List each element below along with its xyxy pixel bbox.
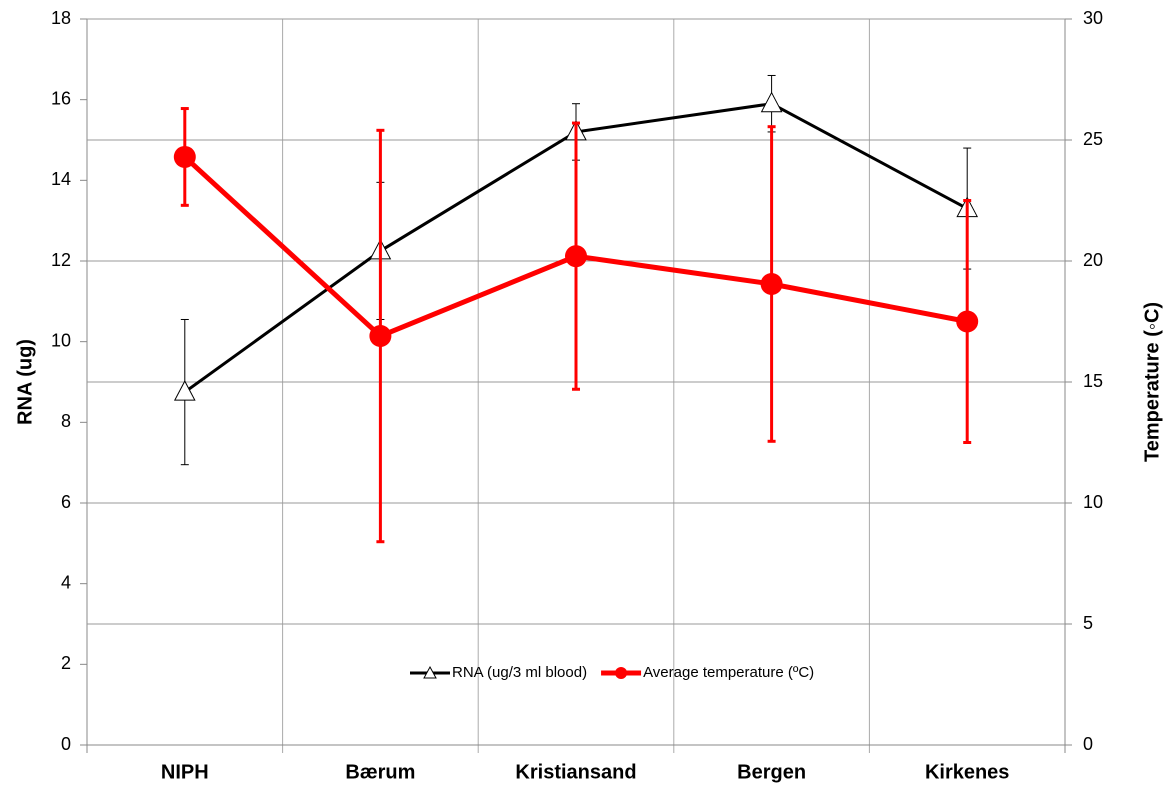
y2-tick-label: 25 — [1083, 129, 1103, 149]
x-tick-label: Kristiansand — [515, 761, 636, 783]
y2-tick-label: 10 — [1083, 492, 1103, 512]
marker — [369, 325, 392, 348]
y-tick-label: 6 — [61, 492, 71, 512]
y-tick-label: 0 — [61, 734, 71, 754]
y-tick-label: 18 — [51, 8, 71, 28]
y2-tick-label: 0 — [1083, 734, 1093, 754]
x-tick-label: NIPH — [161, 761, 209, 783]
marker — [173, 145, 196, 168]
y2-tick-label: 15 — [1083, 371, 1103, 391]
y-tick-label: 14 — [51, 169, 71, 189]
legend-marker — [615, 667, 628, 679]
legend-marker — [423, 665, 437, 679]
x-tick-label: Bærum — [345, 761, 415, 783]
y-tick-label: 2 — [61, 653, 71, 673]
y2-tick-label: 20 — [1083, 250, 1103, 270]
y-tick-label: 12 — [51, 250, 71, 270]
marker — [760, 272, 783, 295]
marker — [760, 91, 783, 113]
marker — [956, 310, 979, 333]
y2-axis-label: Temperature (◦C) — [1141, 302, 1163, 462]
marker — [173, 380, 196, 401]
legend-label: Average temperature (ºC) — [643, 664, 814, 681]
x-tick-label: Kirkenes — [925, 761, 1010, 783]
x-tick-label: Bergen — [737, 761, 806, 783]
y-tick-label: 16 — [51, 88, 71, 108]
y-tick-label: 8 — [61, 411, 71, 431]
y-tick-label: 4 — [61, 572, 71, 592]
y-axis-label: RNA (ug) — [14, 339, 36, 425]
marker — [565, 245, 587, 268]
y-tick-label: 10 — [51, 330, 71, 350]
y2-tick-label: 5 — [1083, 613, 1093, 633]
legend-label: RNA (ug/3 ml blood) — [452, 664, 587, 681]
y2-tick-label: 30 — [1083, 8, 1103, 28]
